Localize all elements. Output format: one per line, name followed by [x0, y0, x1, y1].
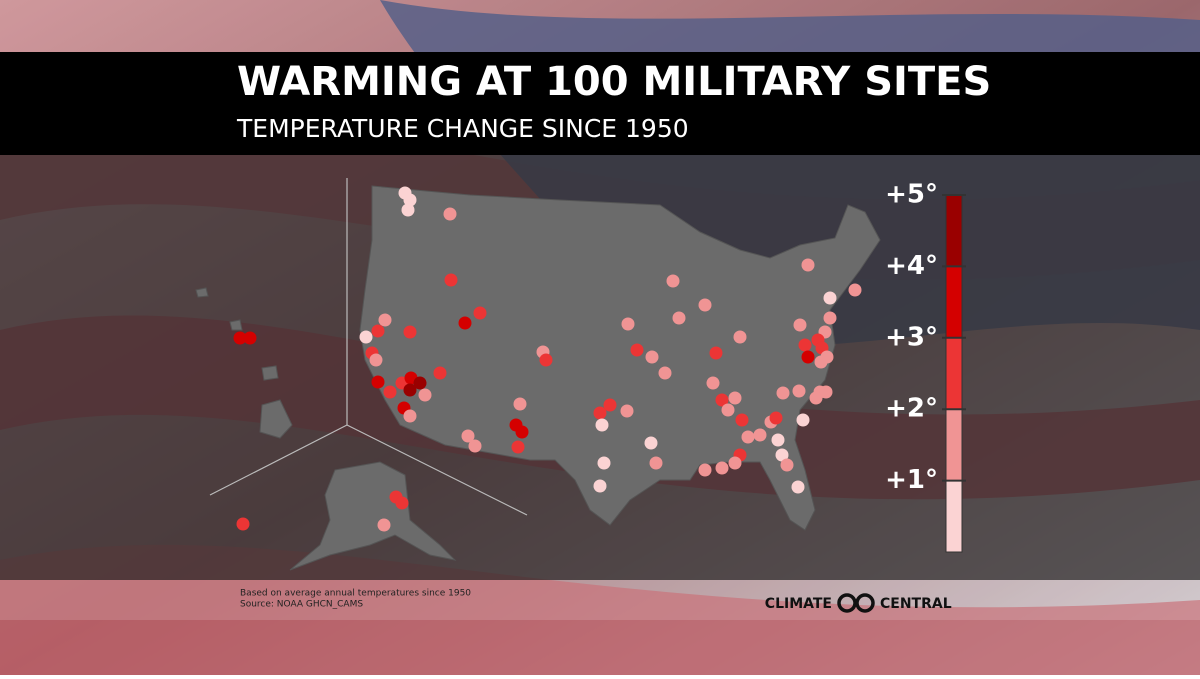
site-dot: [433, 366, 447, 380]
site-dot: [823, 291, 837, 305]
brand-left: CLIMATE: [765, 596, 832, 612]
legend-label: +5°: [885, 180, 938, 210]
site-dot: [645, 350, 659, 364]
site-dot: [444, 273, 458, 287]
site-dot: [733, 330, 747, 344]
site-dot: [461, 429, 475, 443]
site-dot: [814, 355, 828, 369]
site-dot: [769, 411, 783, 425]
legend-swatch: [945, 337, 963, 410]
site-dot: [620, 404, 634, 418]
subtitle: TEMPERATURE CHANGE SINCE 1950: [236, 114, 689, 143]
site-dot: [753, 428, 767, 442]
site-dot: [698, 463, 712, 477]
site-dot: [796, 413, 810, 427]
site-dots: [233, 186, 862, 532]
site-dot: [644, 436, 658, 450]
site-dot: [721, 403, 735, 417]
site-dot: [715, 461, 729, 475]
site-dot: [848, 283, 862, 297]
inset-dividers: [209, 178, 528, 516]
site-dot: [775, 448, 789, 462]
site-dot: [359, 330, 373, 344]
site-dot: [371, 375, 385, 389]
site-dot: [395, 496, 409, 510]
brand-logo: [837, 593, 875, 613]
site-dot: [776, 386, 790, 400]
site-dot: [741, 430, 755, 444]
site-dot: [403, 325, 417, 339]
site-dot: [706, 376, 720, 390]
footnote: Based on average annual temperatures sin…: [240, 589, 471, 599]
site-dot: [798, 338, 812, 352]
site-dot: [728, 391, 742, 405]
site-dot: [630, 343, 644, 357]
site-dot: [801, 258, 815, 272]
site-dot: [595, 418, 609, 432]
site-dot: [243, 331, 257, 345]
site-dot: [401, 203, 415, 217]
site-dot: [809, 391, 823, 405]
legend-label: +4°: [885, 251, 938, 281]
source: Source: NOAA GHCN_CAMS: [240, 600, 363, 610]
site-dot: [383, 385, 397, 399]
site-dot: [511, 440, 525, 454]
site-dot: [791, 480, 805, 494]
site-dot: [658, 366, 672, 380]
legend-swatch: [945, 408, 963, 482]
site-dot: [709, 346, 723, 360]
site-dot: [403, 409, 417, 423]
site-dot: [468, 439, 482, 453]
site-dot: [378, 313, 392, 327]
legend-label: +2°: [885, 394, 938, 424]
site-dot: [539, 353, 553, 367]
legend-label: +3°: [885, 322, 938, 352]
site-dot: [597, 456, 611, 470]
legend-swatch: [945, 480, 963, 553]
map: [195, 185, 881, 571]
site-dot: [418, 388, 432, 402]
site-dot: [621, 317, 635, 331]
site-dot: [443, 207, 457, 221]
site-dot: [603, 398, 617, 412]
site-dot: [823, 311, 837, 325]
title-bar: [0, 52, 1200, 155]
site-dot: [515, 425, 529, 439]
site-dot: [728, 456, 742, 470]
site-dot: [771, 433, 785, 447]
footer-band: [0, 580, 1200, 620]
site-dot: [780, 458, 794, 472]
brand-right: CENTRAL: [880, 596, 952, 612]
site-dot: [403, 193, 417, 207]
site-dot: [792, 384, 806, 398]
site-dot: [793, 318, 807, 332]
site-dot: [473, 306, 487, 320]
site-dot: [371, 324, 385, 338]
site-dot: [233, 331, 247, 345]
site-dot: [735, 413, 749, 427]
legend-swatch: [945, 265, 963, 339]
title: WARMING AT 100 MILITARY SITES: [237, 59, 991, 105]
site-dot: [369, 353, 383, 367]
site-dot: [666, 274, 680, 288]
site-dot: [698, 298, 712, 312]
site-dot: [649, 456, 663, 470]
site-dot: [377, 518, 391, 532]
site-dot: [801, 350, 815, 364]
legend-label: +1°: [885, 465, 938, 495]
site-dot: [458, 316, 472, 330]
site-dot: [413, 376, 427, 390]
site-dot: [593, 406, 607, 420]
legend: +5° +4° +3° +2° +1°: [885, 180, 966, 553]
site-dot: [819, 385, 833, 399]
legend-swatch: [945, 194, 963, 267]
site-dot: [715, 393, 729, 407]
site-dot: [403, 383, 417, 397]
site-dot: [672, 311, 686, 325]
site-dot: [236, 517, 250, 531]
site-dot: [593, 479, 607, 493]
site-dot: [513, 397, 527, 411]
